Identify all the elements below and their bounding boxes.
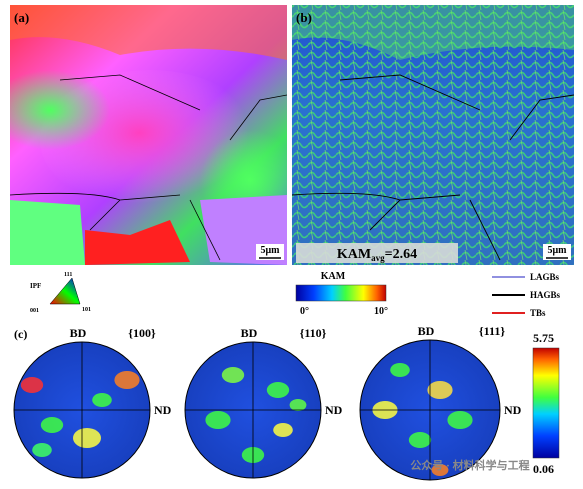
kam-avg: KAMavg=2.64: [337, 247, 417, 263]
pole-density: [73, 428, 101, 448]
kam-legend-title: KAM: [321, 271, 346, 282]
pole-density: [427, 381, 453, 399]
scale-bar-label: 5μm: [261, 245, 281, 256]
pf-right-label: ND: [154, 403, 172, 417]
pole-density: [114, 371, 140, 389]
legend-label: LAGBs: [530, 272, 560, 282]
pole-density: [273, 423, 293, 437]
pf-colorbar: [532, 347, 560, 459]
pf-colorbar-max: 5.75: [533, 331, 554, 345]
pole-density: [20, 377, 44, 393]
pole-density: [32, 443, 52, 457]
pole-density: [408, 432, 432, 448]
scale-bar-label: 5μm: [548, 245, 568, 256]
panel-label: (c): [14, 327, 27, 341]
pole-density: [221, 367, 245, 383]
pf-top-label: BD: [418, 324, 435, 338]
pole-density: [289, 399, 307, 411]
scale-bar-box: [543, 244, 571, 260]
pf-plane-label: {100}: [128, 326, 156, 340]
pole-density: [447, 411, 473, 429]
scale-bar-box: [256, 244, 284, 260]
ipf-title: IPF: [30, 282, 41, 290]
kam-legend-min: 0°: [300, 306, 309, 317]
kam-map: [291, 5, 575, 265]
pole-density: [266, 382, 290, 398]
ipf-corner: 101: [82, 307, 91, 313]
pf-plane-label: {111}: [479, 324, 505, 338]
ipf-triangle: [49, 277, 81, 305]
ipf-map: [10, 5, 287, 265]
watermark: 公众号 · 材料科学与工程: [410, 458, 529, 472]
pf-top-label: BD: [70, 326, 87, 340]
ipf-corner: 111: [64, 272, 72, 278]
panel-label: (b): [296, 10, 312, 25]
legend-label: TBs: [530, 308, 546, 318]
pole-density: [390, 363, 410, 377]
kam-legend-max: 10°: [374, 306, 388, 317]
kam-avg-box: [296, 243, 458, 263]
panel-label: (a): [14, 10, 29, 25]
pf-right-label: ND: [325, 403, 343, 417]
pole-density: [40, 417, 64, 433]
pf-plane-label: {110}: [300, 326, 327, 340]
pf-right-label: ND: [504, 403, 522, 417]
pole-density: [92, 393, 112, 407]
pf-colorbar-min: 0.06: [533, 462, 554, 476]
pf-top-label: BD: [241, 326, 258, 340]
pole-figures: BD ND {100} BD ND {110} BD ND {111}: [13, 324, 522, 481]
pole-density: [431, 464, 449, 476]
pole-density: [205, 411, 231, 429]
legend-label: HAGBs: [530, 290, 561, 300]
kam-colorbar: [295, 284, 387, 302]
ipf-corner: 001: [30, 308, 39, 314]
